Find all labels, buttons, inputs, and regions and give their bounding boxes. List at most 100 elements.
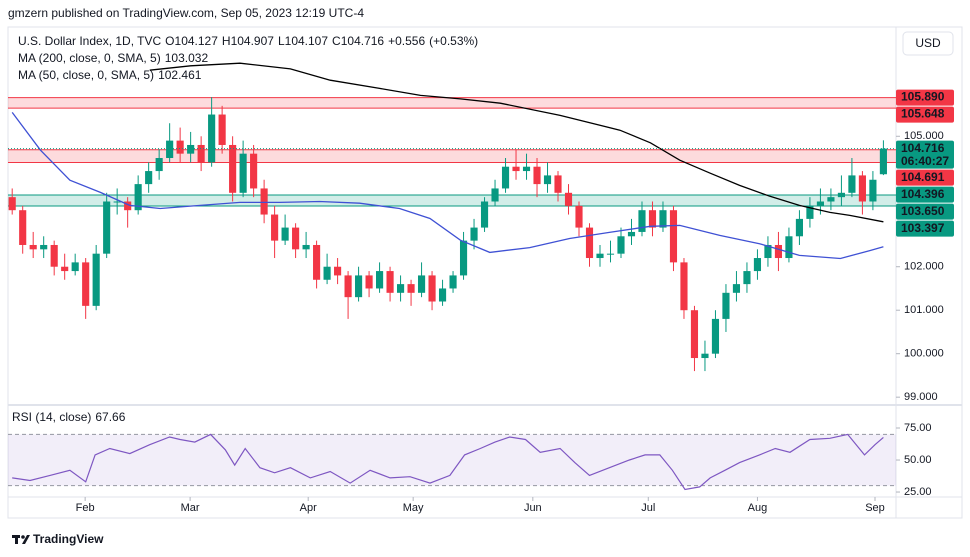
candle-body <box>145 171 153 185</box>
x-tick-label: Feb <box>76 502 95 514</box>
candle-body <box>501 166 510 189</box>
price-label-text: 104.716 <box>901 141 945 155</box>
price-label-text: 105.890 <box>901 90 945 104</box>
legend-series-value: 103.032 <box>165 51 209 65</box>
zone <box>8 97 896 109</box>
candle-body <box>281 227 289 241</box>
currency[interactable]: USD <box>915 36 941 50</box>
candle-body <box>690 310 699 359</box>
candle-body <box>396 284 405 293</box>
legend-change: +0.556 <box>388 34 425 48</box>
candle-body <box>648 210 657 228</box>
candle-body <box>512 166 520 172</box>
candle-body <box>229 144 237 193</box>
candle-body <box>50 244 58 267</box>
candle-body <box>197 144 205 163</box>
candle-body <box>407 284 415 293</box>
price-label-text: 06:40:27 <box>901 154 949 168</box>
candle-body <box>218 114 226 145</box>
candle-body <box>879 148 887 175</box>
candle-body <box>344 275 352 298</box>
candle-body <box>743 271 751 285</box>
rsi-band <box>8 434 896 486</box>
candle-body <box>417 275 426 293</box>
candle-body <box>554 175 562 193</box>
candle-body <box>187 144 195 154</box>
candle-body <box>638 210 646 232</box>
candle-body <box>764 244 772 259</box>
y-tick-label: 102.000 <box>904 261 944 273</box>
candle-body <box>355 275 363 298</box>
candle-body <box>470 227 478 241</box>
frame <box>7 26 963 519</box>
candle-body <box>869 179 877 202</box>
candle-body <box>124 201 132 211</box>
candle-body <box>302 244 310 250</box>
legend-series-name: MA (50, close, 0, SMA, 5) <box>18 68 154 82</box>
footer-logo <box>12 535 30 544</box>
candle-body <box>176 140 184 154</box>
candle-body <box>564 192 573 206</box>
candle-body <box>543 175 552 185</box>
legend-series-value: 102.461 <box>158 68 202 82</box>
candle-body <box>732 284 741 293</box>
candle-body <box>386 271 394 293</box>
candle-body <box>575 205 583 228</box>
price-label <box>896 220 954 237</box>
candle-body <box>533 166 541 185</box>
rsi-title: RSI (14, close) <box>12 410 91 424</box>
candle-body <box>480 201 489 228</box>
candle-body <box>271 214 279 241</box>
candle-body <box>701 353 709 359</box>
rsi-value: 67.66 <box>95 410 125 424</box>
candle-body <box>134 184 142 211</box>
y-tick-label: 105.000 <box>904 130 944 142</box>
candle-body <box>292 227 300 250</box>
candle-body <box>596 253 604 259</box>
candle-body <box>208 114 216 163</box>
y-tick-label: 50.00 <box>904 454 932 466</box>
candle-body <box>449 275 457 289</box>
y-tick-label: 25.00 <box>904 486 932 498</box>
legend-ohlc-value: 104.907 <box>231 34 275 48</box>
legend-ohlc-value: 104.127 <box>175 34 219 48</box>
candle-body <box>659 210 667 228</box>
candle-body <box>774 244 783 259</box>
header: gmzern published on TradingView.com, Sep… <box>8 6 364 20</box>
series-line <box>12 433 884 491</box>
candle-body <box>806 205 814 219</box>
candle-body <box>722 292 730 319</box>
price-label <box>896 106 954 123</box>
y-tick-label: 99.000 <box>904 391 938 403</box>
series-line <box>149 62 884 223</box>
x-tick-label: Mar <box>181 502 200 514</box>
candle-body <box>103 201 111 254</box>
candle-body <box>61 266 69 272</box>
y-tick-label: 100.000 <box>904 348 944 360</box>
candle-body <box>155 158 163 172</box>
x-tick-label: Apr <box>300 502 317 514</box>
candle-body <box>71 262 79 272</box>
candle-body <box>848 175 856 193</box>
candle-body <box>858 175 866 202</box>
candle-body <box>334 266 342 276</box>
candle-body <box>795 218 804 237</box>
legend-ohlc-prefix: C <box>332 34 341 48</box>
y-tick-label: 75.00 <box>904 422 932 434</box>
candle-body <box>522 166 531 172</box>
currency-button[interactable] <box>902 31 954 56</box>
candle-body <box>585 227 594 259</box>
candle-body <box>239 153 247 193</box>
candle-body <box>313 244 321 280</box>
x-tick-label: Jul <box>641 502 655 514</box>
candle-body <box>816 201 824 206</box>
y-tick-label: 101.000 <box>904 304 944 316</box>
price-label-text: 104.396 <box>901 187 945 201</box>
footer-brand: TradingView <box>33 532 104 546</box>
zone <box>8 149 896 163</box>
legend-ohlc-prefix: H <box>222 34 231 48</box>
candle-body <box>323 266 331 280</box>
candle-body <box>365 275 373 289</box>
